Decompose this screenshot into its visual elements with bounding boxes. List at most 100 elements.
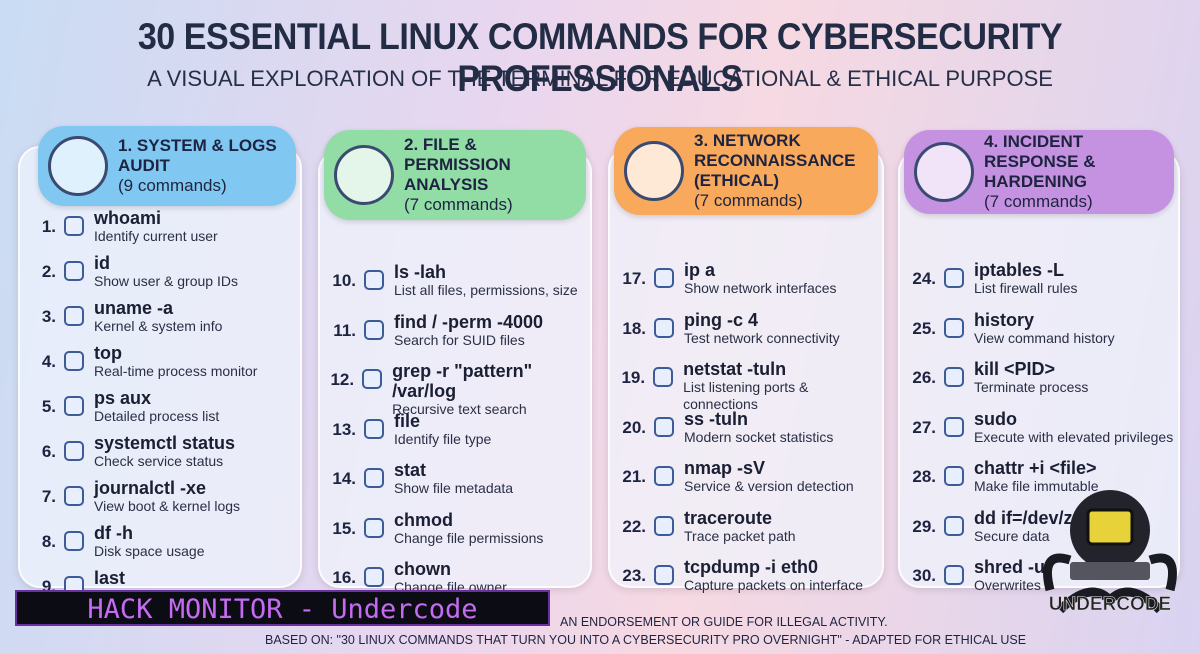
header-text: 3. NETWORK RECONNAISSANCE (ETHICAL) (7 co…	[694, 131, 868, 211]
item-number: 2.	[41, 262, 56, 281]
command: shred -u	[974, 557, 1046, 577]
command-item: 6. systemctl status Check service status	[20, 433, 300, 470]
item-icon	[64, 306, 84, 326]
item-number: 29.	[912, 516, 936, 536]
command-item: 27. sudo Execute with elevated privileges	[900, 409, 1178, 446]
command-item: 19. netstat -tuln List listening ports & c…	[610, 359, 882, 413]
command-item: 11. find / -perm -4000 Search for SUID fil…	[320, 312, 590, 349]
command: nmap -sV	[684, 458, 766, 478]
description: View boot & kernel logs	[94, 498, 241, 514]
command: traceroute	[684, 507, 773, 528]
item-number: 12.	[330, 370, 355, 389]
item-text: tcpdump -i eth0 Capture packets on interf…	[684, 557, 863, 594]
description: Detailed process list	[94, 408, 220, 424]
command-item: 5. ps aux Detailed process list	[20, 388, 300, 425]
command-item: 22. traceroute Trace packet path	[610, 508, 882, 545]
item-icon	[944, 466, 964, 486]
logo: UNDERCODE	[1043, 490, 1177, 615]
item-icon	[364, 517, 384, 538]
command-item: 13. file Identify file type	[320, 411, 590, 448]
item-text: nmap -sV Service & version detection	[684, 458, 854, 495]
command: systemctl status	[94, 433, 236, 453]
logo-text: UNDERCODE	[1049, 594, 1171, 615]
item-icon	[944, 515, 964, 536]
command-item: 12. grep -r "pattern" /var/log Recursive t…	[320, 361, 590, 418]
description: Show network interfaces	[684, 280, 837, 296]
command: netstat -tuln	[683, 359, 787, 379]
item-icon	[364, 418, 384, 439]
command: sudo	[974, 408, 1017, 429]
command-item: 10. ls -lah List all files, permissions, s…	[320, 262, 590, 299]
item-icon	[944, 367, 964, 387]
item-number: 15.	[332, 518, 356, 538]
item-text: stat Show file metadata	[394, 460, 513, 497]
item-text: grep -r "pattern" /var/log Recursive text…	[392, 361, 590, 418]
item-text: dd if=/dev/z Secure data	[974, 508, 1073, 545]
command-item: 25. history View command history	[900, 310, 1178, 347]
item-number: 10.	[332, 271, 356, 290]
command: file	[394, 410, 421, 431]
column-title: 4. INCIDENT RESPONSE & HARDENING	[984, 132, 1096, 191]
item-icon	[64, 396, 84, 416]
header-icon	[334, 145, 394, 205]
item-text: shred -u Overwrites	[974, 557, 1045, 594]
command: iptables -L	[974, 260, 1065, 280]
command-item: 3. uname -a Kernel & system info	[20, 298, 300, 335]
item-number: 22.	[622, 516, 646, 536]
item-icon	[654, 317, 674, 338]
command: grep -r "pattern" /var/log	[392, 361, 533, 401]
item-number: 13.	[332, 419, 356, 439]
item-number: 6.	[41, 442, 56, 461]
item-text: journalctl -xe View boot & kernel logs	[94, 478, 240, 515]
item-number: 21.	[622, 467, 646, 486]
column-title: 2. FILE & PERMISSION ANALYSIS	[404, 135, 511, 194]
item-text: ping -c 4 Test network connectivity	[684, 310, 840, 347]
column-header: 1. SYSTEM & LOGS AUDIT (9 commands)	[38, 126, 296, 206]
item-icon	[364, 567, 384, 587]
command: ps aux	[94, 388, 152, 408]
item-text: ps aux Detailed process list	[94, 388, 219, 425]
command: df -h	[94, 523, 133, 543]
command-item: 17. ip a Show network interfaces	[610, 260, 882, 297]
item-text: uname -a Kernel & system info	[94, 298, 222, 335]
item-text: last	[94, 568, 125, 588]
description: Recursive text search	[392, 401, 527, 417]
command: ping -c 4	[684, 309, 759, 330]
column-count: (9 commands)	[118, 176, 227, 195]
item-icon	[654, 515, 674, 536]
source-note: BASED ON: "30 LINUX COMMANDS THAT TURN Y…	[265, 633, 1027, 647]
command: dd if=/dev/z	[974, 507, 1073, 528]
item-number: 23.	[622, 566, 646, 585]
description: Change file permissions	[394, 529, 544, 546]
item-number: 25.	[912, 318, 936, 338]
description: Real-time process monitor	[94, 363, 258, 379]
column-header: 3. NETWORK RECONNAISSANCE (ETHICAL) (7 co…	[614, 127, 878, 215]
item-text: history View command history	[974, 310, 1115, 347]
command: whoami	[94, 208, 162, 228]
command-item: 15. chmod Change file permissions	[320, 510, 590, 547]
item-icon	[64, 531, 84, 551]
command-item: 2. id Show user & group IDs	[20, 253, 300, 290]
description: Disk space usage	[94, 543, 205, 559]
description: Trace packet path	[684, 527, 796, 544]
command-item: 18. ping -c 4 Test network connectivity	[610, 310, 882, 347]
command: uname -a	[94, 298, 174, 318]
item-number: 17.	[622, 269, 646, 288]
command: chattr +i <file>	[974, 458, 1097, 478]
description: Make file immutable	[974, 478, 1099, 494]
item-text: top Real-time process monitor	[94, 343, 257, 380]
column-header: 4. INCIDENT RESPONSE & HARDENING (7 comma…	[904, 130, 1174, 214]
item-icon	[944, 416, 964, 437]
subtitle: A VISUAL EXPLORATION OF THE TERMINAL FOR…	[147, 66, 1053, 91]
command: stat	[394, 460, 427, 480]
item-text: systemctl status Check service status	[94, 433, 235, 470]
description: Overwrites	[974, 577, 1041, 593]
command: ip a	[684, 260, 716, 280]
item-number: 3.	[41, 307, 56, 326]
item-icon	[944, 565, 964, 585]
disclaimer: AN ENDORSEMENT OR GUIDE FOR ILLEGAL ACTI…	[560, 615, 888, 629]
item-icon	[364, 468, 384, 488]
command: chmod	[394, 509, 454, 530]
item-number: 28.	[912, 467, 936, 486]
column-header: 2. FILE & PERMISSION ANALYSIS (7 commands…	[324, 130, 586, 220]
